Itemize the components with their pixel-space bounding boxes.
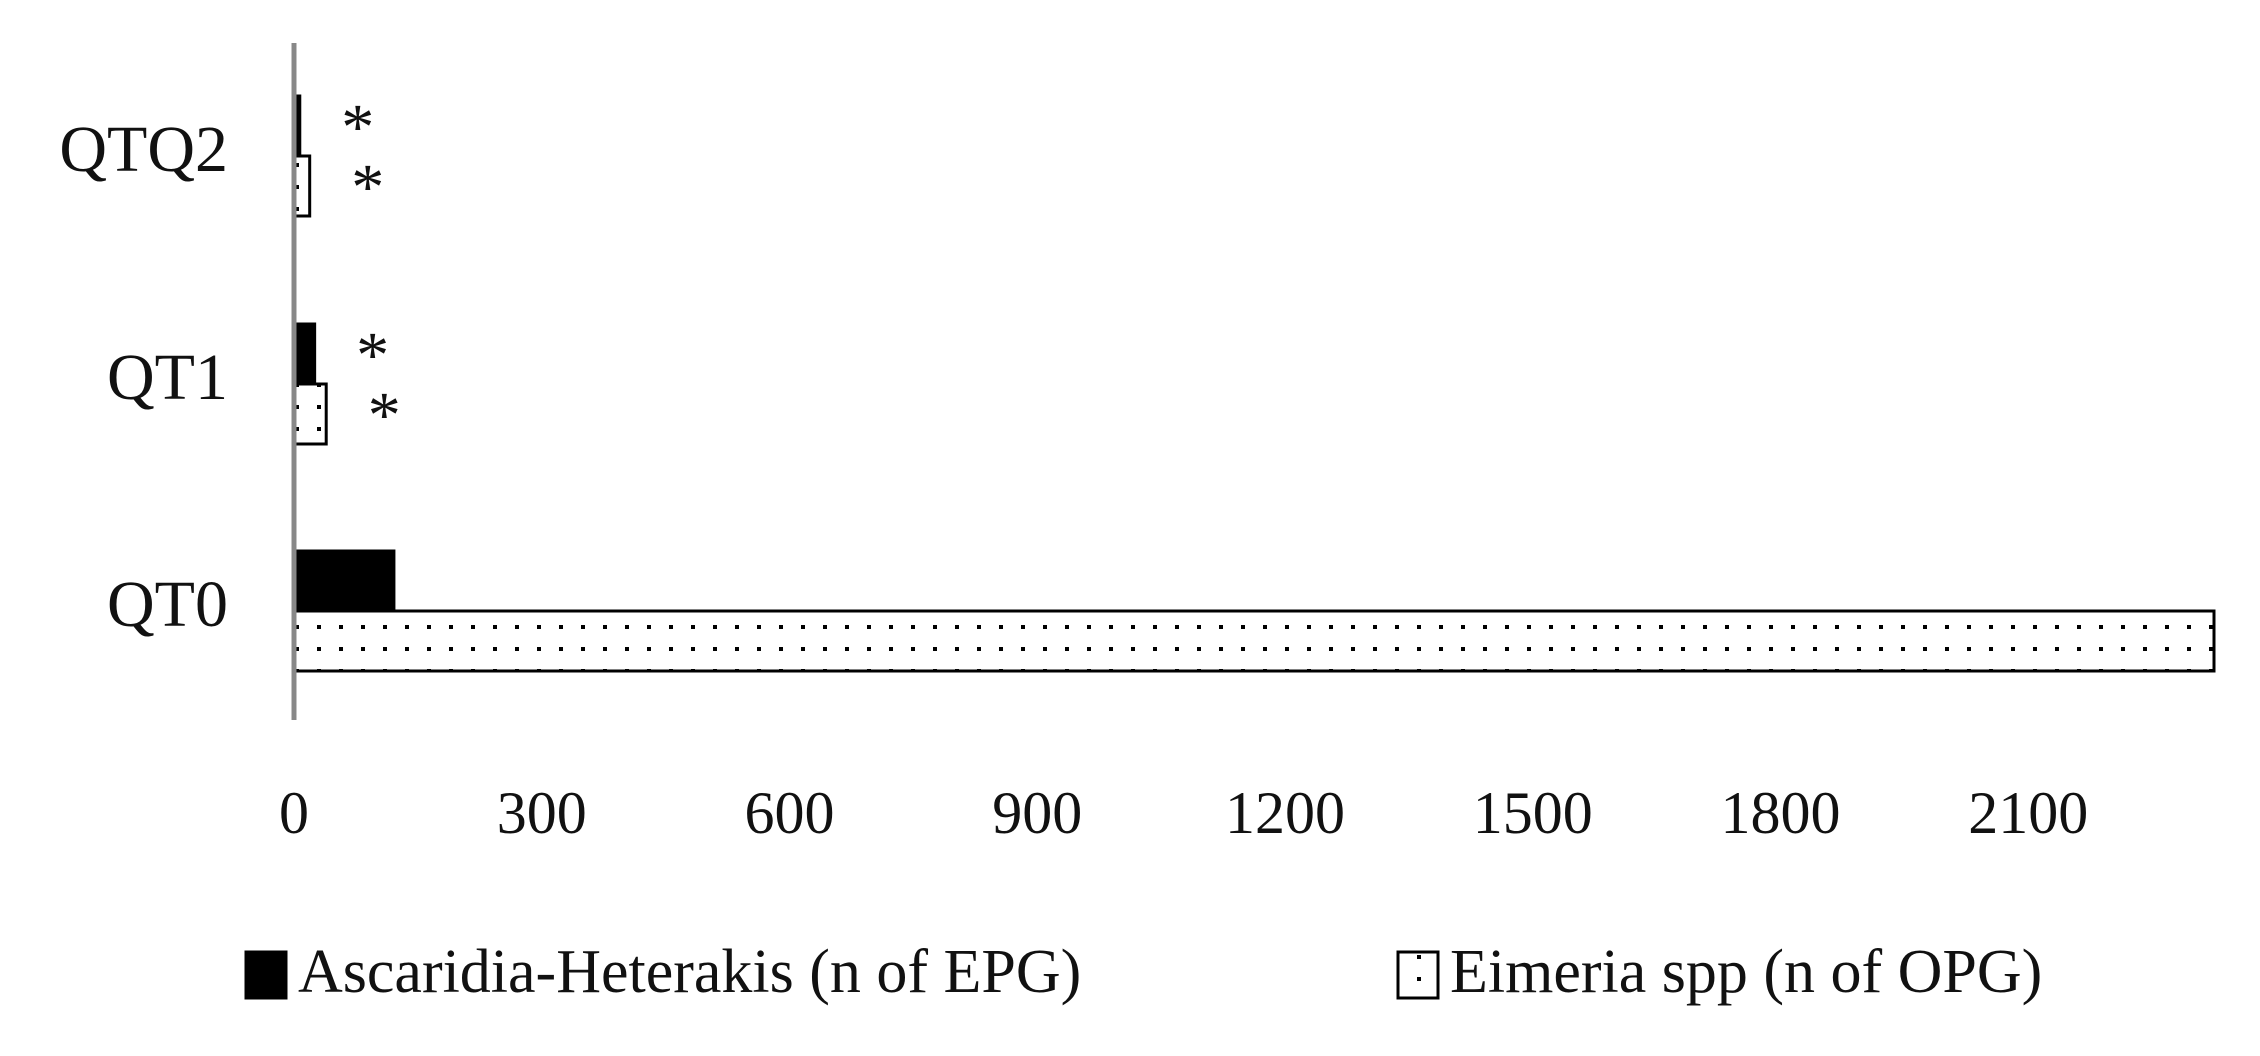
x-tick-label: 0 [279,780,309,846]
significance-mark: * [368,379,401,452]
y-tick-label: QT0 [107,568,228,641]
y-tick-label: QTQ2 [59,113,228,186]
y-tick-label: QT1 [107,341,228,414]
legend-label: Ascaridia-Heterakis (n of EPG) [298,938,1081,1006]
bar [292,549,396,613]
legend-swatch [1396,950,1440,1000]
significance-mark: * [356,319,389,392]
x-tick-label: 900 [992,780,1082,846]
x-tick-label: 1800 [1720,780,1840,846]
significance-mark: * [351,151,384,224]
bar [292,382,328,446]
legend-label: Eimeria spp (n of OPG) [1450,938,2042,1006]
x-tick-label: 1200 [1225,780,1345,846]
legend-swatch [244,950,288,1000]
significance-mark: * [341,91,374,164]
x-tick-label: 600 [744,780,834,846]
bar [292,322,317,386]
x-tick-label: 2100 [1968,780,2088,846]
x-tick-label: 1500 [1473,780,1593,846]
x-tick-label: 300 [497,780,587,846]
bar [292,609,2216,673]
